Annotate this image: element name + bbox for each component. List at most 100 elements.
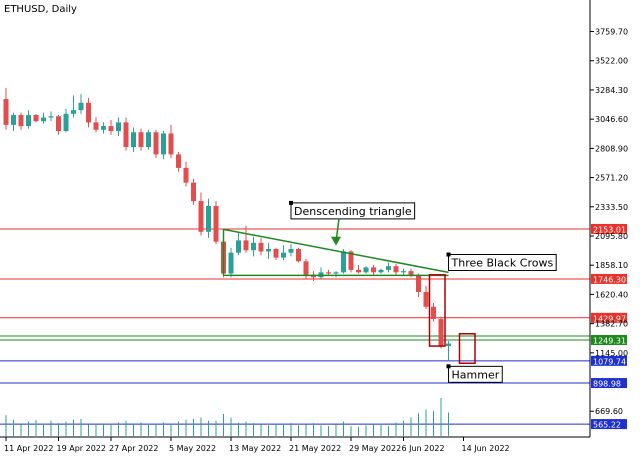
y-tick-label: 2333.50 bbox=[595, 203, 628, 212]
triangle-arrow-head bbox=[331, 236, 341, 246]
candle-body bbox=[101, 126, 106, 130]
candle-body bbox=[446, 343, 451, 347]
candle-body bbox=[161, 133, 166, 155]
x-tick-label: 13 May 2022 bbox=[229, 444, 281, 453]
price-level-badge bbox=[591, 378, 627, 389]
hammer-box bbox=[458, 333, 476, 365]
candle-body bbox=[251, 242, 256, 251]
triangle-label: Denscending triangle bbox=[294, 205, 412, 218]
candle-body bbox=[408, 271, 414, 275]
candle-body bbox=[206, 205, 211, 232]
candle-body bbox=[18, 115, 24, 127]
x-tick-label: 14 Jun 2022 bbox=[462, 444, 510, 453]
candle-body bbox=[71, 110, 76, 114]
candle-body bbox=[146, 132, 151, 147]
price-level-badge bbox=[591, 273, 627, 284]
annotation-anchor bbox=[289, 200, 293, 205]
candle-body bbox=[288, 248, 294, 253]
candle-body bbox=[243, 240, 249, 251]
candle-body bbox=[11, 115, 16, 125]
candle-body bbox=[33, 115, 39, 122]
candle-body bbox=[93, 122, 99, 130]
candle-body bbox=[266, 248, 271, 252]
candle-body bbox=[258, 242, 264, 252]
candle-body bbox=[168, 133, 174, 155]
candle-body bbox=[3, 99, 9, 125]
price-level-label: 2153.01 bbox=[593, 225, 626, 234]
candle-body bbox=[378, 269, 384, 273]
candle-body bbox=[48, 116, 54, 118]
candle-body bbox=[363, 267, 369, 273]
y-tick-label: 2095.80 bbox=[595, 232, 628, 241]
y-tick-label: 1382.70 bbox=[595, 320, 628, 329]
x-tick-label: 27 Apr 2022 bbox=[109, 444, 158, 453]
y-tick-label: 3522.00 bbox=[595, 57, 628, 66]
candle-body bbox=[86, 102, 91, 123]
price-level-label: 1429.97 bbox=[593, 314, 626, 323]
annotation-box bbox=[290, 202, 416, 220]
x-tick-label: 11 Apr 2022 bbox=[4, 444, 53, 453]
hammer-label: Hammer bbox=[452, 368, 500, 381]
price-level-label: 898.98 bbox=[593, 380, 621, 389]
x-tick-label: 29 May 2022 bbox=[349, 444, 401, 453]
candle-body bbox=[236, 240, 241, 253]
candle-body bbox=[386, 266, 391, 270]
candle-body bbox=[333, 272, 339, 274]
candle-body bbox=[438, 319, 444, 347]
annotation-anchor bbox=[446, 364, 451, 369]
price-level-badge bbox=[591, 355, 627, 366]
candle-body bbox=[41, 117, 46, 122]
candle-body bbox=[108, 126, 114, 132]
candle-body bbox=[131, 132, 136, 147]
candle-body bbox=[416, 274, 421, 292]
candle-body bbox=[63, 113, 69, 132]
x-tick-label: 19 Apr 2022 bbox=[57, 444, 106, 453]
price-level-badge bbox=[591, 223, 627, 234]
candle-body bbox=[393, 266, 399, 273]
price-level-label: 1249.31 bbox=[593, 337, 626, 346]
candle-body bbox=[176, 154, 181, 168]
price-level-label: 565.22 bbox=[593, 421, 621, 430]
candle-body bbox=[303, 261, 309, 275]
candle-body bbox=[273, 248, 279, 258]
y-tick-label: 2571.20 bbox=[595, 174, 628, 183]
candle-body bbox=[296, 248, 301, 262]
candle-body bbox=[123, 122, 129, 147]
candle-body bbox=[431, 306, 436, 320]
annotation-box bbox=[448, 365, 503, 383]
y-tick-label: 1145.00 bbox=[595, 349, 628, 358]
candle-body bbox=[348, 251, 354, 270]
y-tick-label: 3284.30 bbox=[595, 86, 628, 95]
candle-body bbox=[356, 269, 361, 273]
candle-body bbox=[213, 205, 219, 242]
x-tick-label: 5 May 2022 bbox=[169, 444, 216, 453]
price-level-badge bbox=[591, 419, 627, 430]
annotation-box bbox=[448, 254, 557, 272]
candle-body bbox=[228, 252, 234, 274]
price-level-badge bbox=[591, 335, 627, 346]
x-tick-label: 6 Jun 2022 bbox=[402, 444, 445, 453]
candle-body bbox=[26, 115, 31, 127]
y-tick-label: 3046.60 bbox=[595, 115, 628, 124]
three-black-crows-box bbox=[428, 274, 446, 347]
candle-body bbox=[281, 252, 286, 258]
candle-body bbox=[371, 267, 376, 273]
annotation-anchor bbox=[446, 252, 451, 257]
crows-label: Three Black Crows bbox=[451, 257, 554, 270]
price-level-label: 1746.30 bbox=[593, 275, 626, 284]
y-tick-label: 3759.70 bbox=[595, 28, 628, 37]
candle-body bbox=[153, 132, 159, 155]
candle-body bbox=[326, 272, 331, 274]
candle-body bbox=[341, 251, 346, 273]
chart-title: ETHUSD, Daily bbox=[4, 4, 77, 15]
candle-body bbox=[56, 116, 61, 132]
x-tick-label: 21 May 2022 bbox=[289, 444, 341, 453]
candle-body bbox=[191, 182, 196, 202]
candle-body bbox=[116, 122, 121, 132]
candle-body bbox=[78, 102, 84, 111]
candle-body bbox=[198, 201, 204, 232]
y-tick-label: 1620.40 bbox=[595, 290, 628, 299]
candle-body bbox=[138, 132, 144, 147]
